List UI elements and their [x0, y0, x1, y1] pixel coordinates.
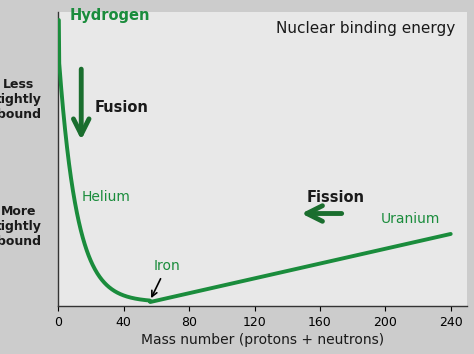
Text: Helium: Helium: [81, 190, 130, 204]
Text: Fission: Fission: [307, 190, 365, 205]
Text: Iron: Iron: [152, 259, 180, 297]
Text: Uranium: Uranium: [381, 212, 440, 226]
Text: Hydrogen: Hydrogen: [70, 8, 150, 23]
X-axis label: Mass number (protons + neutrons): Mass number (protons + neutrons): [141, 333, 384, 347]
Text: Fusion: Fusion: [94, 100, 148, 115]
Text: Nuclear binding energy: Nuclear binding energy: [275, 21, 455, 36]
Text: Less
tightly
bound: Less tightly bound: [0, 78, 42, 121]
Text: More
tightly
bound: More tightly bound: [0, 205, 42, 248]
